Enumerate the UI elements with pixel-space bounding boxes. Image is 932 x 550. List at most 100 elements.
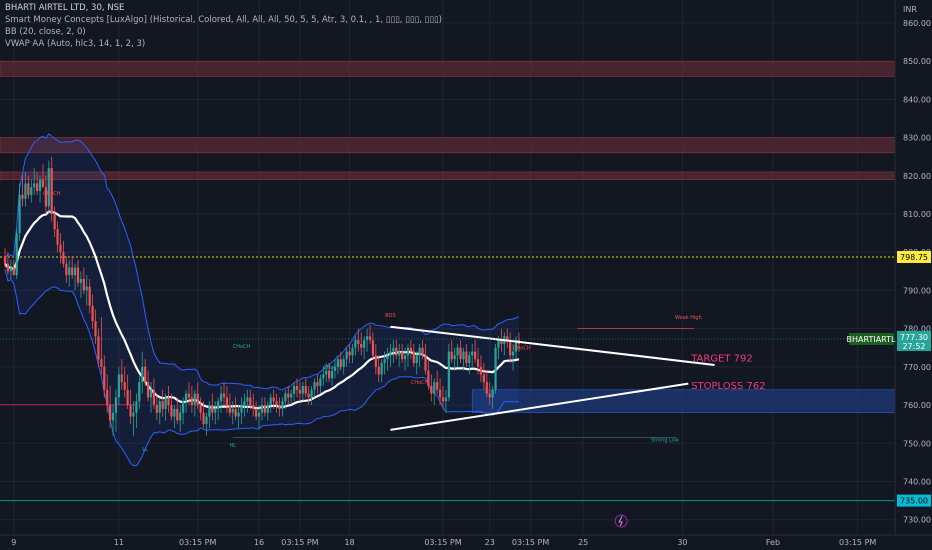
candle bbox=[47, 168, 50, 207]
y-tick-label: 860.00 bbox=[903, 19, 931, 28]
y-tick-label: 730.00 bbox=[903, 516, 931, 525]
candle bbox=[129, 405, 132, 417]
x-tick-label: 23 bbox=[485, 538, 495, 547]
candle bbox=[441, 397, 445, 402]
smc-label: CHoCH bbox=[323, 365, 341, 371]
candle bbox=[173, 408, 176, 417]
candle bbox=[281, 401, 284, 409]
candle bbox=[374, 355, 377, 367]
candle bbox=[196, 393, 199, 406]
candle bbox=[138, 382, 141, 402]
candle bbox=[246, 397, 249, 402]
x-tick-label: 11 bbox=[114, 538, 124, 547]
candle bbox=[389, 351, 392, 356]
candle bbox=[368, 336, 372, 341]
candle bbox=[211, 405, 214, 413]
candle bbox=[351, 347, 354, 356]
candle bbox=[406, 347, 410, 356]
candle bbox=[100, 359, 103, 367]
candle bbox=[485, 382, 488, 394]
candle bbox=[377, 366, 380, 375]
candle bbox=[219, 393, 223, 402]
candle bbox=[243, 401, 246, 406]
candle bbox=[103, 366, 106, 390]
legend-symbol[interactable]: BHARTI AIRTEL LTD, 30, NSE bbox=[5, 3, 125, 13]
candle bbox=[304, 385, 307, 394]
candle bbox=[266, 405, 269, 413]
candle bbox=[415, 355, 418, 364]
candle bbox=[199, 405, 202, 413]
zone-demand bbox=[471, 389, 896, 414]
candle bbox=[234, 408, 237, 417]
y-tick-label: 820.00 bbox=[903, 172, 931, 181]
candle bbox=[430, 385, 433, 394]
candle bbox=[307, 393, 310, 398]
candle bbox=[82, 278, 85, 291]
legend-vwap[interactable]: VWAP AA (Auto, hlc3, 14, 1, 2, 3) bbox=[5, 39, 146, 49]
smc-label: CHoCH bbox=[233, 344, 251, 350]
candle bbox=[339, 359, 342, 367]
candle bbox=[348, 351, 351, 356]
price-axis bbox=[895, 0, 932, 550]
candle bbox=[59, 244, 62, 253]
candle bbox=[357, 340, 360, 344]
legend-smc[interactable]: Smart Money Concepts [LuxAlgo] (Historic… bbox=[5, 15, 442, 25]
candle bbox=[450, 351, 453, 360]
candle bbox=[398, 351, 401, 356]
candle bbox=[500, 340, 503, 344]
candle bbox=[290, 393, 293, 398]
bollinger-fill bbox=[5, 133, 519, 466]
candle bbox=[453, 355, 456, 360]
x-tick-label: 25 bbox=[578, 538, 588, 547]
candle bbox=[182, 401, 185, 413]
candle bbox=[240, 405, 243, 413]
candle bbox=[6, 263, 10, 272]
candle bbox=[91, 305, 94, 321]
smc-label: CHoCH bbox=[43, 191, 61, 197]
candle bbox=[9, 267, 12, 272]
candle bbox=[114, 397, 118, 413]
candle bbox=[275, 401, 278, 406]
level-tag-bg bbox=[897, 494, 931, 507]
candle bbox=[371, 340, 375, 356]
candle bbox=[144, 366, 147, 383]
candle bbox=[292, 385, 296, 394]
candle bbox=[365, 336, 369, 341]
candle bbox=[132, 412, 135, 417]
candle bbox=[482, 374, 485, 383]
candle bbox=[184, 393, 188, 402]
bollinger-upper bbox=[4, 133, 520, 391]
candle bbox=[79, 278, 83, 283]
candle bbox=[38, 179, 42, 192]
candle bbox=[21, 194, 24, 199]
candle bbox=[412, 351, 415, 364]
candle bbox=[319, 378, 322, 386]
candle bbox=[257, 412, 261, 417]
candle bbox=[214, 408, 217, 413]
x-tick-label: 03:15 PM bbox=[839, 538, 876, 547]
candle bbox=[120, 374, 123, 383]
candle bbox=[255, 408, 258, 417]
candle bbox=[403, 355, 407, 360]
candle bbox=[71, 267, 74, 276]
candle bbox=[170, 405, 173, 417]
y-tick-label: 770.00 bbox=[903, 363, 931, 372]
candle bbox=[433, 382, 436, 394]
candle bbox=[474, 351, 477, 360]
candle bbox=[73, 267, 77, 276]
level-tag-bg bbox=[897, 250, 931, 263]
symbol-tag: BHARTIARTL bbox=[847, 335, 897, 344]
candle bbox=[383, 359, 386, 364]
flash-icon bbox=[614, 514, 628, 528]
candle bbox=[497, 340, 500, 348]
y-tick-label: 790.00 bbox=[903, 286, 931, 295]
candle bbox=[511, 351, 515, 356]
candle bbox=[50, 168, 53, 214]
legend-bb[interactable]: BB (20, close, 2, 0) bbox=[5, 27, 86, 37]
candle bbox=[231, 408, 234, 413]
zone-supply bbox=[0, 171, 896, 180]
candle bbox=[30, 187, 33, 195]
candle bbox=[278, 405, 281, 409]
candle bbox=[468, 355, 471, 364]
